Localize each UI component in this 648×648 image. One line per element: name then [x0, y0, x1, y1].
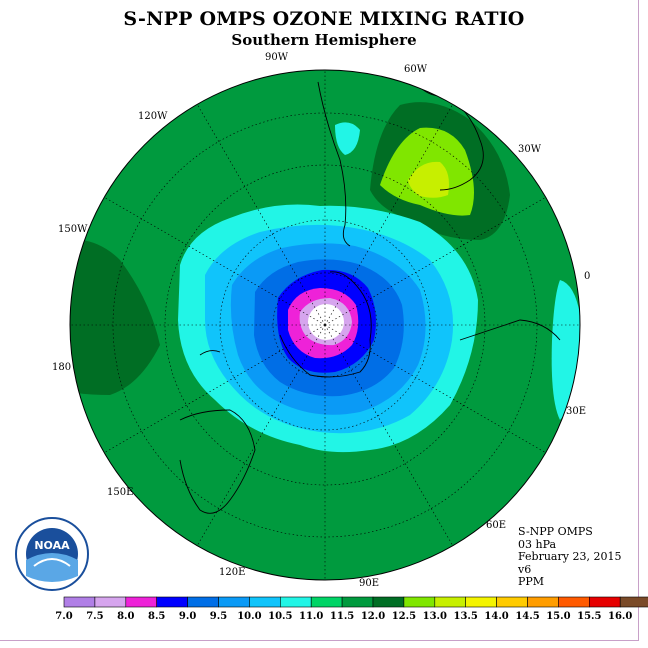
colorbar-box — [156, 596, 188, 608]
colorbar-boxes — [63, 596, 648, 608]
lon-label-180: 180 — [52, 362, 71, 373]
map-subtitle: Southern Hemisphere — [231, 31, 417, 49]
colorbar-box — [125, 596, 158, 608]
logo-text: NOAA — [34, 539, 70, 552]
colorbar-box — [63, 596, 96, 608]
map-boundary — [69, 69, 581, 581]
lon-label-0: 0 — [584, 271, 590, 282]
colorbar-tick-label: 7.0 — [55, 611, 72, 622]
lon-label-150w: 150W — [58, 224, 88, 235]
colorbar-tick-label: 8.0 — [117, 611, 134, 622]
colorbar-tick-label: 13.0 — [423, 611, 447, 622]
ozone-contour-below-8-0 — [308, 304, 344, 340]
info-instrument: S-NPP OMPS — [518, 525, 593, 538]
lon-label-120w: 120W — [138, 111, 168, 122]
coastlines — [179, 77, 561, 514]
colorbar-labels: 7.0 7.5 8.0 8.5 9.0 9.5 10.0 10.5 11.0 11.5 12.0 12… — [55, 611, 632, 622]
colorbar-tick-label: 9.0 — [179, 611, 196, 622]
colorbar-box — [403, 596, 436, 608]
colorbar-tick-label: 16.0 — [608, 611, 632, 622]
colorbar-tick-label: 14.0 — [484, 611, 508, 622]
lon-label-60w: 60W — [404, 64, 428, 75]
info-block: S-NPP OMPS 03 hPa February 23, 2015 v6 P… — [518, 525, 622, 589]
lon-label-90w: 90W — [265, 52, 289, 63]
figure-frame — [0, 0, 639, 641]
colorbar-box — [341, 596, 374, 608]
colorbar-box — [527, 596, 559, 608]
lon-label-90e: 90E — [359, 578, 379, 589]
colorbar-box — [496, 596, 528, 608]
colorbar-tick-label: 11.0 — [299, 611, 323, 622]
colorbar-box — [310, 596, 343, 608]
colorbar-box — [588, 596, 621, 608]
info-date: February 23, 2015 — [518, 550, 622, 563]
colorbar-tick-label: 7.5 — [86, 611, 103, 622]
colorbar-tick-label: 12.0 — [361, 611, 385, 622]
colorbar-box — [558, 596, 590, 608]
colorbar-box — [465, 596, 497, 608]
lon-label-60e: 60E — [486, 520, 506, 531]
noaa-logo: NOAA — [15, 517, 89, 591]
ozone-contour-12-0-west — [70, 239, 160, 395]
lon-label-120e: 120E — [219, 567, 245, 578]
lon-label-150e: 150E — [107, 487, 133, 498]
map-title: S-NPP OMPS OZONE MIXING RATIO — [123, 8, 525, 30]
colorbar-tick-label: 10.5 — [268, 611, 292, 622]
colorbar-tick-label: 8.5 — [148, 611, 165, 622]
colorbar-tick-label: 15.0 — [546, 611, 570, 622]
colorbar-box — [249, 596, 281, 608]
colorbar-box — [187, 596, 219, 608]
info-units: PPM — [518, 575, 545, 588]
colorbar-tick-label: 12.5 — [392, 611, 416, 622]
colorbar-tick-label: 13.5 — [454, 611, 478, 622]
colorbar-tick-label: 14.5 — [515, 611, 539, 622]
ozone-contour-11-0-north — [335, 122, 360, 155]
colorbar-box — [434, 596, 466, 608]
info-version: v6 — [518, 562, 532, 576]
colorbar-tick-label: 9.5 — [210, 611, 227, 622]
colorbar-tick-label: 11.5 — [330, 611, 354, 622]
info-pressure: 03 hPa — [518, 537, 557, 551]
colorbar-box — [218, 596, 250, 608]
colorbar-box — [94, 596, 127, 608]
ozone-contour-13-0 — [408, 161, 449, 198]
colorbar-box — [279, 596, 312, 608]
lon-label-30e: 30E — [566, 406, 586, 417]
colorbar-box — [372, 596, 405, 608]
colorbar-box — [619, 596, 648, 608]
colorbar-tick-label: 15.5 — [577, 611, 601, 622]
colorbar-tick-label: 10.0 — [237, 611, 261, 622]
lon-label-30w: 30W — [518, 144, 542, 155]
